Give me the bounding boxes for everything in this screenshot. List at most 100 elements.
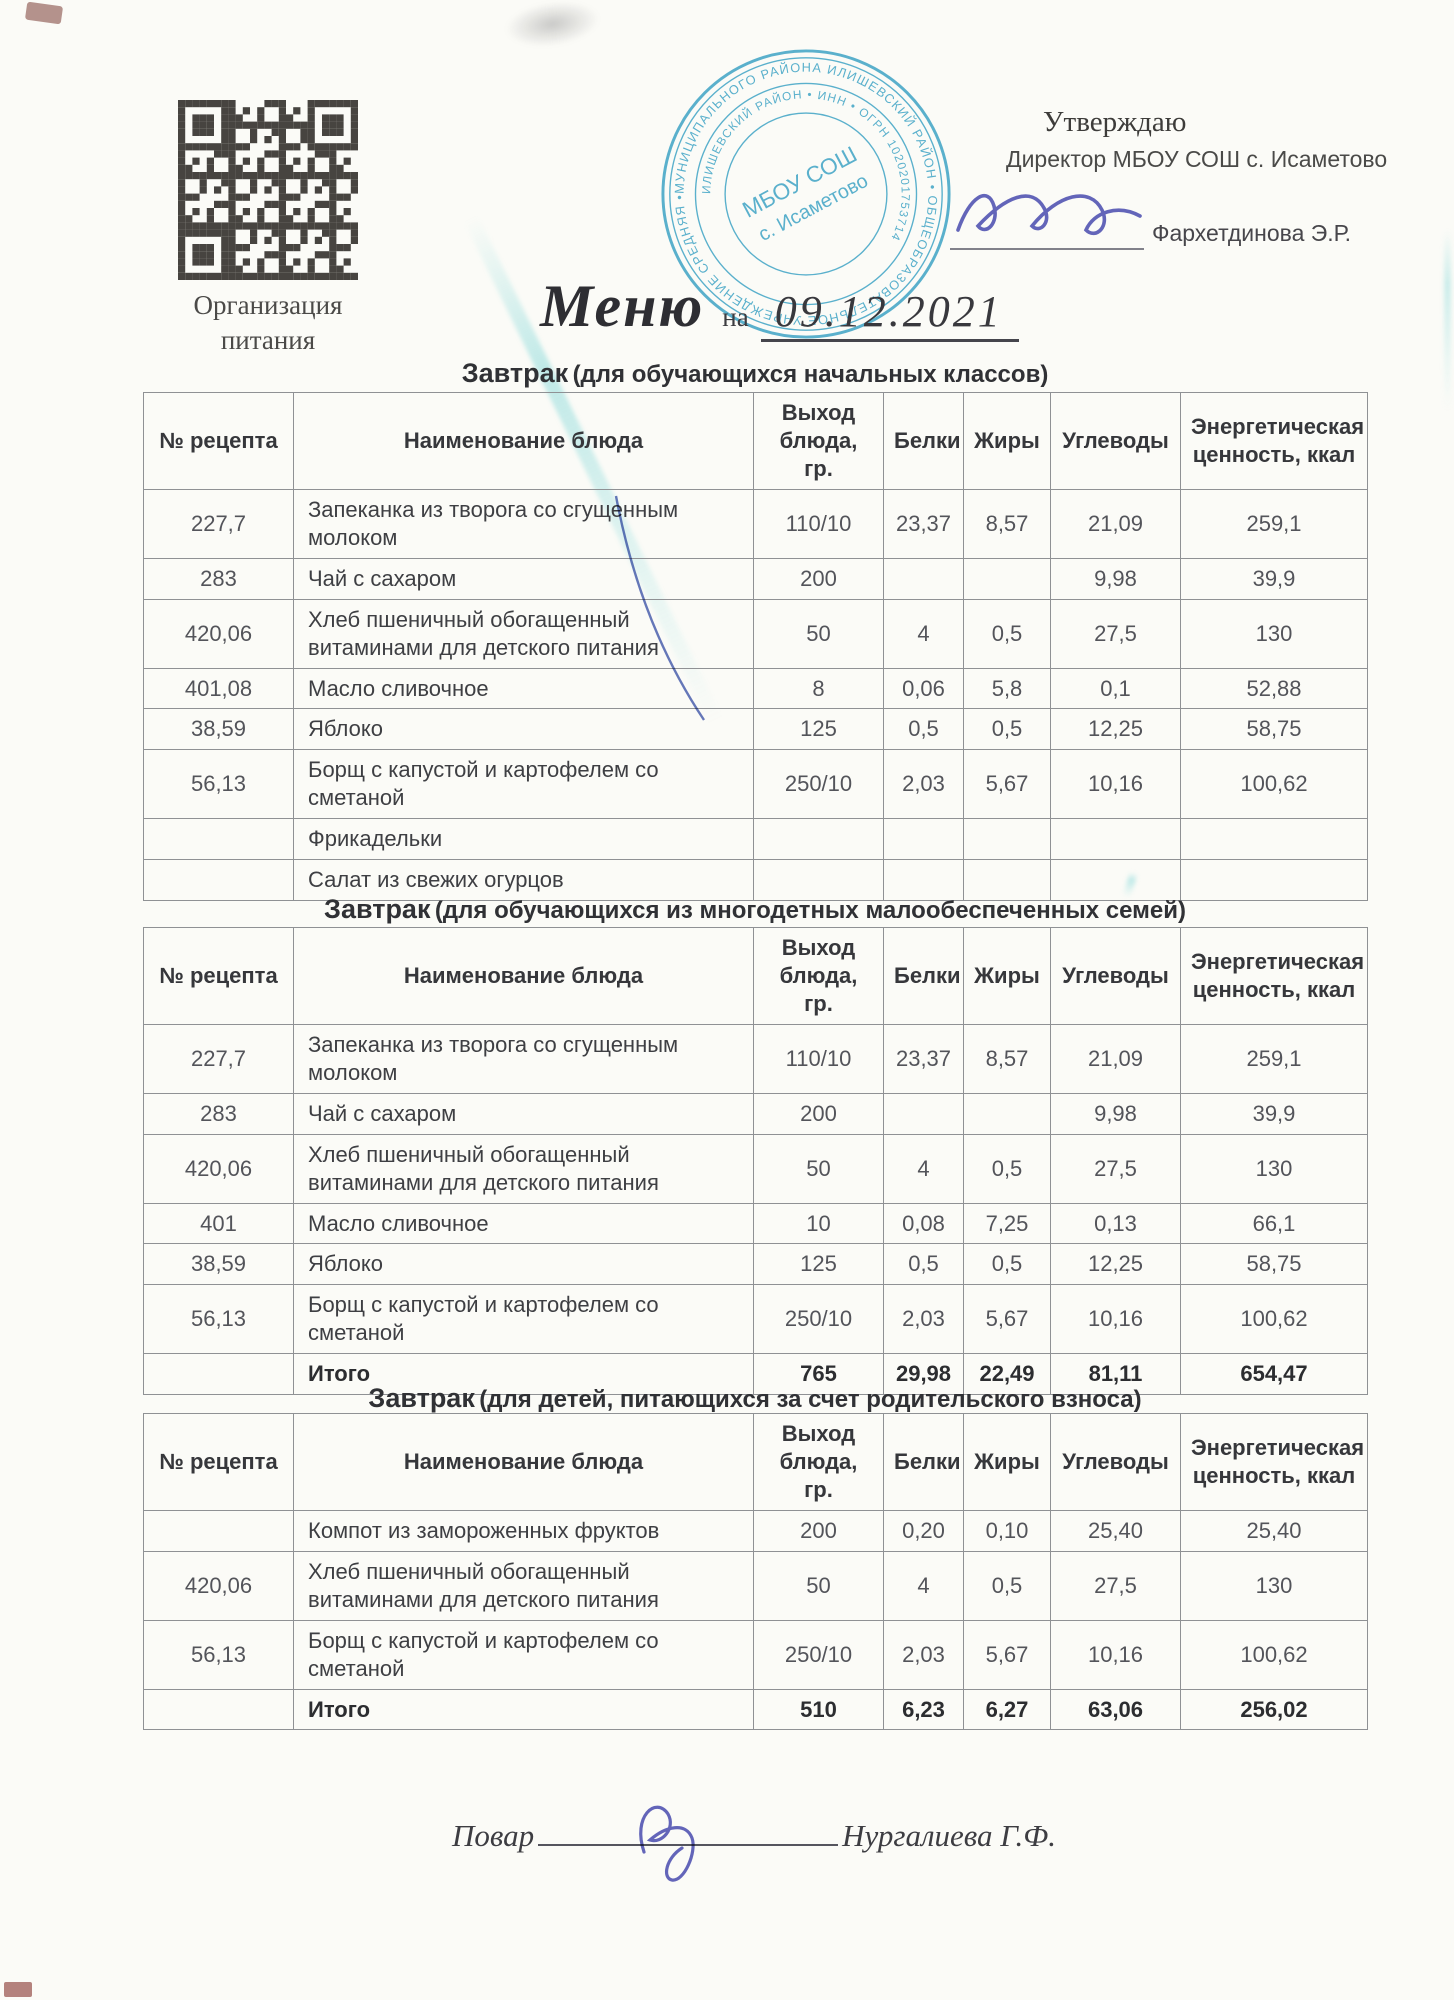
value-cell: 9,98 [1050,557,1181,600]
value-cell: 6,23 [883,1688,964,1731]
value-cell: 0,5 [963,1133,1051,1204]
column-header: № рецепта [143,392,294,490]
signer-name: Фархетдинова Э.Р. [1152,220,1352,246]
value-cell: 0,5 [883,708,964,751]
value-cell: 66,1 [1180,1202,1368,1245]
value-cell [883,859,964,902]
column-header: Энергетическая ценность, ккал [1180,392,1368,490]
value-cell [1180,859,1368,902]
column-header: Углеводы [1050,927,1181,1025]
dish-name-cell: Компот из замороженных фруктов [293,1509,754,1552]
value-cell: 23,37 [883,488,964,559]
header-row: № рецепта Наименование блюда Выход блюда, … [143,927,1368,1025]
menu-row: 56,13 Борщ с капустой и картофелем со сме… [143,749,1368,820]
value-cell: 0,5 [963,598,1051,669]
value-cell [963,557,1051,600]
value-cell: 4 [883,1133,964,1204]
section-title-sub: (для обучающихся начальных классов) [572,361,1049,388]
value-cell: 5,8 [963,667,1051,710]
column-header: Наименование блюда [293,1413,754,1511]
value-cell: 200 [753,1509,884,1552]
value-cell [143,859,294,902]
value-cell: 130 [1180,598,1368,669]
menu-row: 401 Масло сливочное 10 0,08 7,25 0,13 66,1 [143,1202,1368,1245]
value-cell: 2,03 [883,749,964,820]
value-cell: 8 [753,667,884,710]
value-cell [1050,818,1181,861]
value-cell: 27,5 [1050,598,1181,669]
value-cell: 10 [753,1202,884,1245]
value-cell: 0,1 [1050,667,1181,710]
value-cell: 8,57 [963,1023,1051,1094]
cook-label: Повар [452,1818,535,1853]
value-cell: 420,06 [143,1133,294,1204]
pencil-smudge [502,0,603,53]
column-header: Жиры [963,392,1051,490]
value-cell: 0,5 [883,1243,964,1286]
value-cell: 25,40 [1180,1509,1368,1552]
value-cell [1050,859,1181,902]
value-cell: 5,67 [963,1284,1051,1355]
value-cell [883,1092,964,1135]
menu-row: 420,06 Хлеб пшеничный обогащенный витамин… [143,1550,1368,1621]
menu-row: 420,06 Хлеб пшеничный обогащенный витамин… [143,598,1368,669]
menu-row: 283 Чай с сахаром 200 9,98 39,9 [143,1092,1368,1135]
menu-row: Фрикадельки [143,818,1368,861]
value-cell: 52,88 [1180,667,1368,710]
value-cell: 2,03 [883,1619,964,1690]
value-cell: 56,13 [143,1284,294,1355]
dish-name-cell: Запеканка из творога со сгущенным молоко… [293,488,754,559]
value-cell: 21,09 [1050,488,1181,559]
value-cell: 9,98 [1050,1092,1181,1135]
dish-name-cell: Запеканка из творога со сгущенным молоко… [293,1023,754,1094]
value-cell: 420,06 [143,598,294,669]
value-cell: 10,16 [1050,1284,1181,1355]
qr-caption-line2: питания [220,325,316,356]
value-cell: 10,16 [1050,749,1181,820]
value-cell: 283 [143,1092,294,1135]
director-signature [956,194,1142,236]
value-cell [883,818,964,861]
value-cell: 654,47 [1180,1353,1368,1396]
section-title-main: Завтрак [368,1383,475,1413]
value-cell: 130 [1180,1133,1368,1204]
cook-signature [639,1805,695,1882]
menu-table-3: № рецепта Наименование блюда Выход блюда, … [143,1413,1368,1731]
value-cell: 8,57 [963,488,1051,559]
value-cell: 100,62 [1180,1619,1368,1690]
value-cell: 7,25 [963,1202,1051,1245]
section-title-3: Завтрак (для детей, питающихся за счет р… [143,1383,1367,1414]
section-title-1: Завтрак (для обучающихся начальных класс… [143,358,1367,389]
value-cell: 259,1 [1180,1023,1368,1094]
menu-table-2: № рецепта Наименование блюда Выход блюда, … [143,927,1368,1396]
value-cell: 0,13 [1050,1202,1181,1245]
column-header: Белки [883,392,964,490]
menu-title-word: Меню [540,273,705,339]
value-cell [143,1353,294,1396]
section-title-main: Завтрак [324,894,431,924]
value-cell: 12,25 [1050,708,1181,751]
value-cell: 2,03 [883,1284,964,1355]
value-cell: 200 [753,557,884,600]
value-cell: 283 [143,557,294,600]
header-row: № рецепта Наименование блюда Выход блюда, … [143,1413,1368,1511]
total-row: Итого 510 6,23 6,27 63,06 256,02 [143,1688,1368,1731]
value-cell: 23,37 [883,1023,964,1094]
column-header: Белки [883,1413,964,1511]
menu-title: Меню на 09.12.2021 [540,272,1019,342]
value-cell [963,818,1051,861]
value-cell: 100,62 [1180,1284,1368,1355]
value-cell [143,1688,294,1731]
value-cell: 130 [1180,1550,1368,1621]
value-cell [143,1509,294,1552]
menu-row: 227,7 Запеканка из творога со сгущенным м… [143,488,1368,559]
director-line: Директор МБОУ СОШ с. Исаметово [1006,146,1388,172]
value-cell: 50 [753,1550,884,1621]
value-cell [753,818,884,861]
approve-word: Утверждаю [1043,106,1187,138]
value-cell [753,859,884,902]
dish-name-cell: Яблоко [293,1243,754,1286]
column-header: Выход блюда, гр. [753,392,884,490]
value-cell: 27,5 [1050,1550,1181,1621]
value-cell: 227,7 [143,1023,294,1094]
